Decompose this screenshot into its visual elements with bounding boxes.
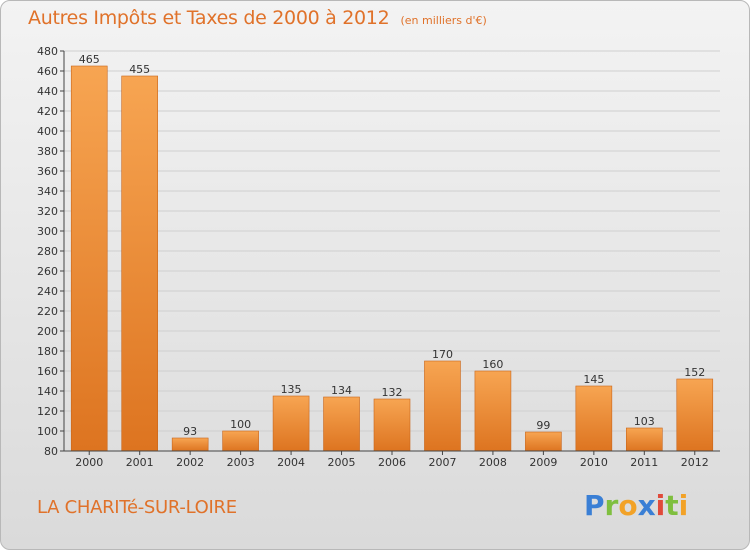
y-tick-label: 300 (37, 225, 58, 238)
bar-2011 (626, 427, 663, 452)
bar-value-label: 135 (281, 383, 302, 396)
y-tick-label: 240 (37, 285, 58, 298)
logo-letter: r (604, 489, 619, 522)
title-row: Autres Impôts et Taxes de 2000 à 2012 (e… (28, 7, 487, 29)
bar-2002 (171, 437, 209, 452)
chart-title: Autres Impôts et Taxes de 2000 à 2012 (28, 7, 390, 29)
proxiti-logo: Proxiti (584, 489, 688, 522)
x-tick-label: 2003 (227, 456, 255, 469)
x-tick-label: 2002 (176, 456, 204, 469)
y-tick-label: 80 (44, 445, 58, 458)
bar-value-label: 99 (536, 419, 550, 432)
y-tick-label: 400 (37, 125, 58, 138)
bar-2003 (222, 430, 259, 452)
bar-2008 (474, 370, 512, 452)
bar-value-label: 103 (634, 415, 655, 428)
x-tick-label: 2000 (75, 456, 103, 469)
bar-value-label: 455 (129, 63, 150, 76)
logo-letter: P (584, 489, 605, 522)
bar-value-label: 170 (432, 348, 453, 361)
bar-2001 (121, 75, 158, 452)
logo-letter: x (637, 489, 656, 522)
x-tick-label: 2012 (681, 456, 709, 469)
y-tick-label: 480 (37, 45, 58, 58)
x-tick-label: 2010 (580, 456, 608, 469)
bar-2012 (676, 378, 714, 452)
bar-2006 (373, 398, 411, 452)
bar-2009 (525, 431, 562, 452)
commune-name: LA CHARITé-SUR-LOIRE (37, 497, 237, 518)
bar-value-label: 465 (79, 53, 100, 66)
y-tick-label: 380 (37, 145, 58, 158)
logo-letter: t (665, 489, 679, 522)
y-tick-label: 120 (37, 405, 58, 418)
y-tick-label: 440 (37, 85, 58, 98)
y-tick-label: 460 (37, 65, 58, 78)
x-tick-label: 2006 (378, 456, 406, 469)
x-tick-label: 2011 (630, 456, 658, 469)
chart-subtitle: (en milliers d'€) (400, 14, 487, 27)
logo-letter: i (655, 489, 666, 522)
x-tick-label: 2008 (479, 456, 507, 469)
y-tick-label: 420 (37, 105, 58, 118)
y-tick-label: 200 (37, 325, 58, 338)
logo-letter: o (618, 489, 638, 522)
y-tick-label: 100 (37, 425, 58, 438)
bar-2005 (323, 396, 360, 452)
x-tick-label: 2009 (529, 456, 557, 469)
axes (60, 50, 720, 455)
y-tick-label: 260 (37, 265, 58, 278)
bar-value-label: 145 (583, 373, 604, 386)
x-tick-label: 2005 (328, 456, 356, 469)
x-tick-label: 2001 (126, 456, 154, 469)
bar-value-label: 134 (331, 384, 352, 397)
y-tick-label: 360 (37, 165, 58, 178)
y-tick-label: 180 (37, 345, 58, 358)
bars (70, 65, 714, 452)
bar-2007 (424, 360, 461, 452)
y-tick-label: 220 (37, 305, 58, 318)
y-tick-label: 280 (37, 245, 58, 258)
bar-value-label: 93 (183, 425, 197, 438)
bar-2004 (272, 395, 310, 452)
y-tick-label: 160 (37, 365, 58, 378)
x-tick-label: 2007 (428, 456, 456, 469)
y-tick-label: 140 (37, 385, 58, 398)
bar-2010 (575, 385, 613, 452)
logo-letter: i (678, 489, 689, 522)
bar-2000 (70, 65, 108, 452)
y-tick-label: 340 (37, 185, 58, 198)
y-tick-label: 320 (37, 205, 58, 218)
bar-value-label: 152 (684, 366, 705, 379)
labels: 80 100 120 140 160 180 200 220 240 260 280 300 320 34… (37, 45, 709, 469)
bar-value-label: 132 (382, 386, 403, 399)
bar-value-label: 100 (230, 418, 251, 431)
x-tick-label: 2004 (277, 456, 305, 469)
bar-value-label: 160 (482, 358, 503, 371)
